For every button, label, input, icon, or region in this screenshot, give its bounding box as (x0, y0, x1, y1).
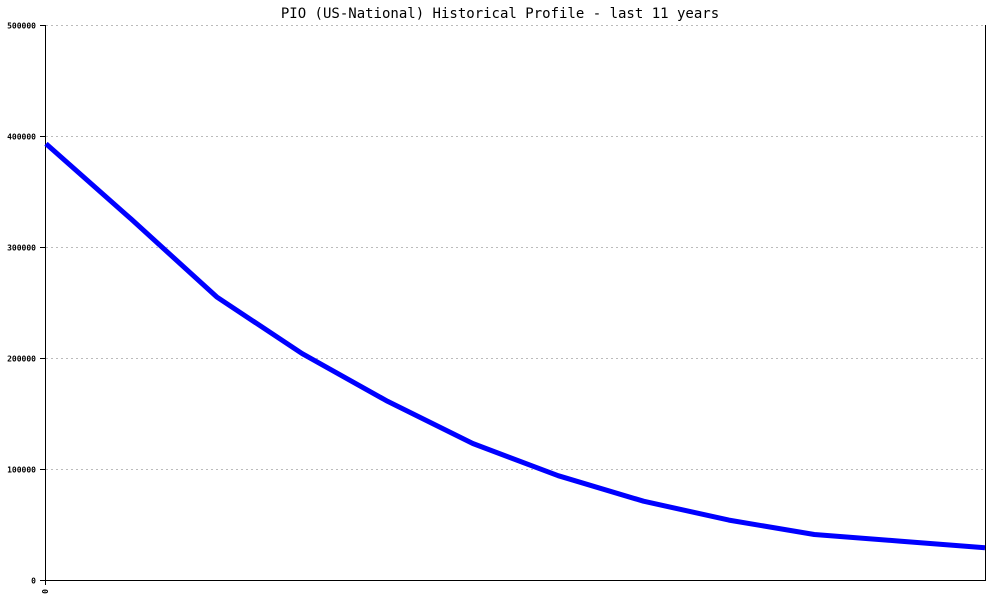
y-tick-label: 0 (31, 577, 36, 586)
x-axis-ticks: 0 (41, 580, 50, 594)
y-tick-label: 300000 (7, 244, 36, 253)
grid-lines (46, 25, 985, 470)
y-tick-label: 200000 (7, 355, 36, 364)
y-tick-label: 500000 (7, 22, 36, 31)
y-tick-label: 100000 (7, 466, 36, 475)
x-tick-label: 0 (41, 589, 50, 594)
series-line (44, 141, 986, 551)
y-axis-ticks: 0 100000 200000 300000 400000 500000 (7, 22, 46, 586)
y-tick-label: 400000 (7, 133, 36, 142)
chart-title: PIO (US-National) Historical Profile - l… (281, 6, 719, 22)
